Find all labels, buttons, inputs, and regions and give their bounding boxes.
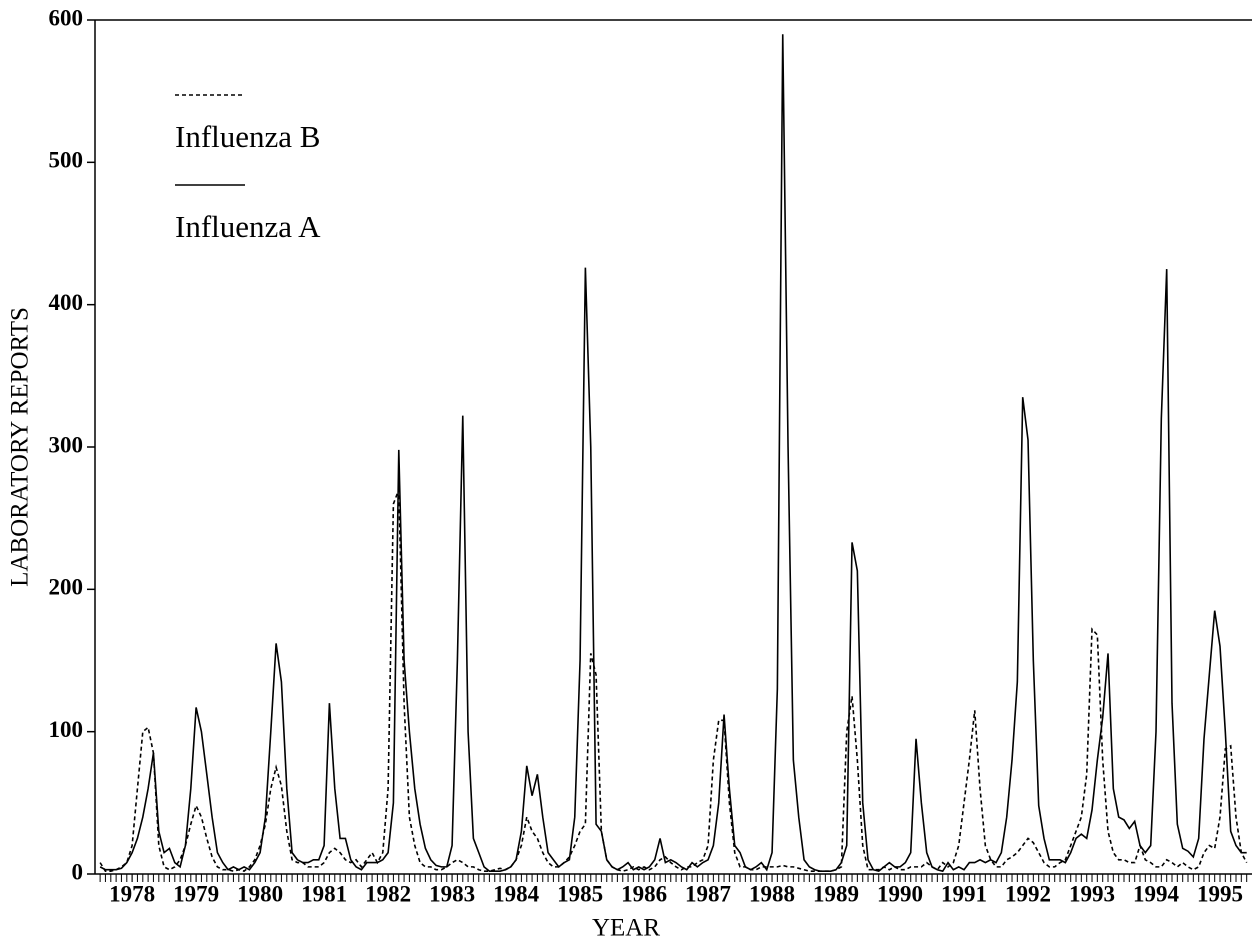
x-tick-label: 1995 bbox=[1197, 881, 1243, 906]
y-tick-label: 400 bbox=[49, 290, 84, 315]
x-tick-label: 1980 bbox=[237, 881, 283, 906]
x-tick-label: 1991 bbox=[941, 881, 987, 906]
y-tick-label: 600 bbox=[49, 5, 84, 30]
x-tick-label: 1979 bbox=[173, 881, 219, 906]
legend-label: Influenza A bbox=[175, 209, 321, 244]
x-tick-label: 1992 bbox=[1005, 881, 1051, 906]
y-tick-label: 200 bbox=[49, 575, 84, 600]
x-tick-label: 1982 bbox=[365, 881, 411, 906]
x-tick-label: 1983 bbox=[429, 881, 475, 906]
y-tick-label: 300 bbox=[49, 432, 84, 457]
y-tick-label: 0 bbox=[72, 859, 84, 884]
series-line bbox=[99, 34, 1247, 873]
x-tick-label: 1986 bbox=[621, 881, 667, 906]
y-tick-label: 500 bbox=[49, 148, 84, 173]
x-tick-label: 1987 bbox=[685, 881, 731, 906]
x-axis-label: YEAR bbox=[592, 915, 660, 942]
legend-label: Influenza B bbox=[175, 119, 320, 154]
x-tick-label: 1984 bbox=[493, 881, 540, 906]
y-axis-label: LABORATORY REPORTS bbox=[7, 307, 34, 587]
y-tick-label: 100 bbox=[49, 717, 84, 742]
x-tick-label: 1985 bbox=[557, 881, 603, 906]
x-tick-label: 1990 bbox=[877, 881, 923, 906]
x-tick-label: 1988 bbox=[749, 881, 795, 906]
x-tick-label: 1993 bbox=[1069, 881, 1115, 906]
x-tick-label: 1978 bbox=[109, 881, 155, 906]
x-tick-label: 1994 bbox=[1133, 881, 1180, 906]
series-line bbox=[99, 489, 1248, 873]
x-tick-label: 1981 bbox=[301, 881, 347, 906]
x-tick-label: 1989 bbox=[813, 881, 859, 906]
